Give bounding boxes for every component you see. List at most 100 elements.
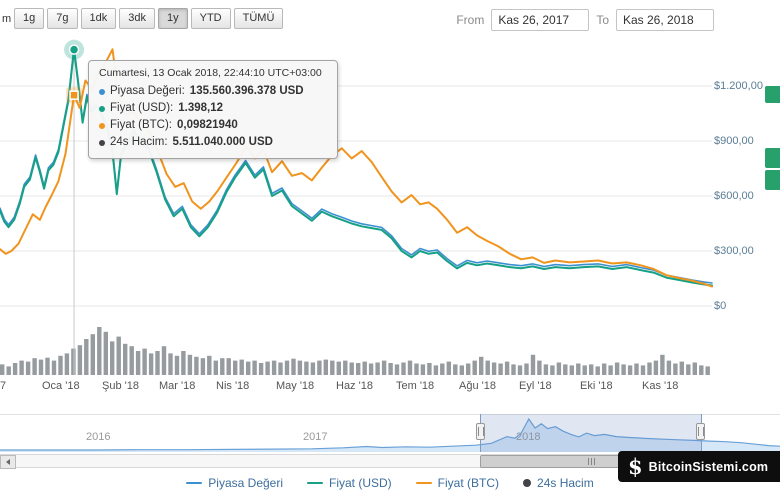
volume-bar xyxy=(187,354,193,375)
volume-bar xyxy=(407,360,413,375)
volume-bar xyxy=(71,348,76,375)
volume-bar xyxy=(466,363,471,375)
navigator-line xyxy=(0,417,780,451)
volume-bar xyxy=(6,366,11,375)
volume-bar xyxy=(304,361,309,375)
legend-dot-icon xyxy=(523,479,532,487)
from-label: From xyxy=(456,13,485,27)
volume-bar xyxy=(246,361,251,375)
volume-bar xyxy=(414,363,419,375)
series-dot-icon xyxy=(99,122,105,129)
navigator-year-label: 2016 xyxy=(86,431,111,443)
volume-bar xyxy=(537,360,542,375)
range-button-3dk[interactable]: 3dk xyxy=(119,8,155,29)
volume-bar xyxy=(310,362,316,375)
range-button-1g[interactable]: 1g xyxy=(14,8,45,29)
range-button-tümü[interactable]: TÜMÜ xyxy=(233,8,284,29)
volume-bar xyxy=(103,331,108,375)
volume-bar xyxy=(336,361,341,375)
volume-bar xyxy=(220,358,225,375)
tooltip-series-value: 5.511.040.000 USD xyxy=(172,136,273,148)
volume-bar xyxy=(388,363,393,375)
volume-bar xyxy=(375,362,380,375)
watermark-badge: $ BitcoinSistemi.com xyxy=(618,451,780,482)
range-button-1dk[interactable]: 1dk xyxy=(80,8,117,29)
volume-bar xyxy=(362,361,367,375)
navigator-selected-range[interactable] xyxy=(480,414,702,452)
volume-bar xyxy=(207,355,212,375)
volume-bar xyxy=(200,358,206,375)
main-chart[interactable] xyxy=(0,36,780,396)
tooltip-row: Fiyat (BTC): 0,09821940 xyxy=(99,117,327,134)
volume-bar xyxy=(608,365,613,375)
series-dot-icon xyxy=(99,105,105,112)
volume-bar xyxy=(595,366,600,375)
range-button-7g[interactable]: 7g xyxy=(47,8,78,29)
chart-tooltip: Cumartesi, 13 Ocak 2018, 22:44:10 UTC+03… xyxy=(88,60,338,159)
tooltip-rows: Piyasa Değeri: 135.560.396.378 USD Fiyat … xyxy=(99,83,327,151)
x-axis-label: Tem '18 xyxy=(396,380,435,392)
chart-legend: Piyasa Değeri Fiyat (USD) Fiyat (BTC) 24s H… xyxy=(0,476,780,490)
volume-bar xyxy=(239,359,244,375)
axis-value-flag xyxy=(765,148,780,168)
legend-item-fiyat-usd-[interactable]: Fiyat (USD) xyxy=(307,476,392,490)
range-button-ytd[interactable]: YTD xyxy=(190,8,231,29)
legend-item-piyasa-de-eri[interactable]: Piyasa Değeri xyxy=(186,476,283,490)
tooltip-series-name: Fiyat (BTC): xyxy=(110,119,172,131)
tooltip-row: Fiyat (USD): 1.398,12 xyxy=(99,100,327,117)
volume-bar xyxy=(485,360,490,375)
volume-bar xyxy=(440,363,445,375)
volume-bar xyxy=(19,360,24,375)
volume-bar xyxy=(530,354,536,375)
chart-scrollbar[interactable] xyxy=(0,454,780,469)
volume-bar xyxy=(213,360,218,375)
volume-bar xyxy=(498,363,503,375)
volume-bar xyxy=(110,341,115,375)
x-axis-label: Mar '18 xyxy=(159,380,196,392)
thumb-grip-icon xyxy=(587,458,595,465)
volume-bar xyxy=(550,365,555,375)
tooltip-series-value: 1.398,12 xyxy=(178,102,224,114)
handle-grip-icon xyxy=(477,427,484,436)
y-axis-label: $1.200,00 xyxy=(714,80,763,92)
volume-bar xyxy=(640,365,646,375)
to-date-input[interactable] xyxy=(616,9,714,31)
volume-bar xyxy=(459,365,464,375)
volume-bar xyxy=(51,360,57,375)
scrollbar-left-arrow[interactable] xyxy=(0,455,16,469)
volume-bar xyxy=(291,358,296,375)
navigator-left-handle[interactable] xyxy=(476,423,485,440)
range-button-1y[interactable]: 1y xyxy=(158,8,188,29)
tooltip-series-value: 135.560.396.378 USD xyxy=(189,85,304,97)
volume-bar xyxy=(12,363,18,375)
volume-bar xyxy=(284,360,290,375)
legend-item-fiyat-btc-[interactable]: Fiyat (BTC) xyxy=(415,476,500,490)
navigator-right-handle[interactable] xyxy=(696,423,705,440)
legend-line-icon xyxy=(186,482,203,484)
x-axis-label: Nis '18 xyxy=(216,380,250,392)
volume-bar xyxy=(297,360,303,375)
volume-bar xyxy=(589,364,594,375)
from-date-input[interactable] xyxy=(491,9,590,31)
volume-bar xyxy=(161,346,167,375)
volume-bar xyxy=(433,365,439,375)
volume-bar xyxy=(233,360,238,375)
x-axis-label: Oca '18 xyxy=(42,380,80,392)
series-dot-icon xyxy=(99,139,105,146)
navigator-chart[interactable] xyxy=(0,414,780,454)
volume-bar xyxy=(38,359,44,375)
volume-bar xyxy=(116,336,121,375)
volume-bar xyxy=(129,346,134,375)
volume-bar xyxy=(330,360,335,375)
tooltip-series-name: Fiyat (USD): xyxy=(110,102,174,114)
x-axis-label: Haz '18 xyxy=(336,380,373,392)
y-axis-label: $900,00 xyxy=(714,135,754,147)
volume-bar xyxy=(524,363,529,375)
x-axis-label: Eyl '18 xyxy=(519,380,552,392)
legend-item-24s-hacim[interactable]: 24s Hacim xyxy=(523,476,594,490)
legend-label: Fiyat (BTC) xyxy=(437,476,500,490)
volume-bar xyxy=(602,363,607,375)
volume-bar xyxy=(278,362,283,375)
watermark-text: BitcoinSistemi.com xyxy=(648,459,769,474)
